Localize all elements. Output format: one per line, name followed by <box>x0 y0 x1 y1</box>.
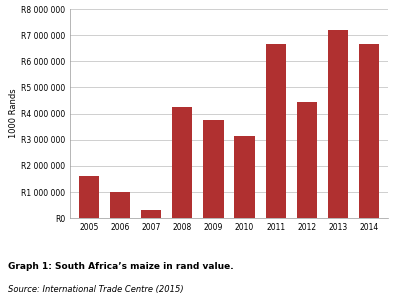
Bar <box>110 192 130 218</box>
Bar <box>359 44 380 218</box>
Y-axis label: 1000 Rands: 1000 Rands <box>9 89 18 138</box>
Bar <box>203 120 224 218</box>
Bar <box>172 107 192 218</box>
Bar <box>266 44 286 218</box>
Text: Source: International Trade Centre (2015): Source: International Trade Centre (2015… <box>8 285 184 294</box>
Bar <box>328 30 348 218</box>
Bar <box>141 210 161 218</box>
Bar <box>297 102 317 218</box>
Text: Graph 1: South Africa’s maize in rand value.: Graph 1: South Africa’s maize in rand va… <box>8 262 234 271</box>
Bar <box>78 176 99 218</box>
Bar <box>234 136 255 218</box>
